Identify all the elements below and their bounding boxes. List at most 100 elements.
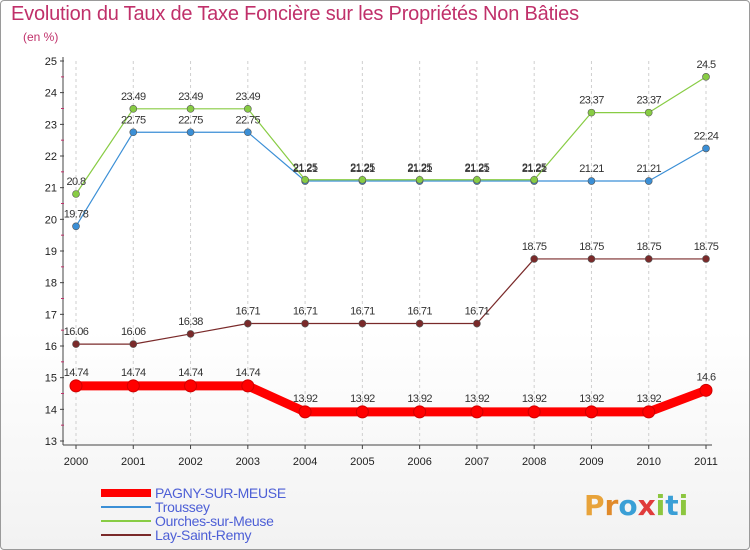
data-label: 23.49 — [236, 91, 261, 103]
data-label: 22.24 — [694, 130, 719, 142]
data-label: 22.75 — [236, 114, 261, 126]
grid-lines — [75, 61, 707, 447]
x-tick-label: 2002 — [178, 456, 202, 468]
data-label: 18.75 — [522, 241, 547, 253]
logo-letter: t — [665, 489, 679, 522]
y-tick-label: 15 — [45, 373, 57, 385]
data-point — [587, 177, 596, 185]
data-point — [301, 175, 309, 184]
x-tick-label: 2001 — [121, 456, 145, 468]
data-label: 21.21 — [465, 163, 490, 175]
y-axis-ticks: 13 14 15 16 17 18 19 20 21 22 23 24 25 — [45, 56, 64, 448]
data-label: 13.92 — [522, 393, 547, 405]
data-label: 18.75 — [694, 241, 719, 253]
data-point — [186, 330, 195, 338]
y-tick-label: 18 — [45, 278, 57, 290]
data-label: 13.92 — [350, 393, 375, 405]
y-tick-label: 23 — [45, 119, 57, 131]
logo-letter: x — [637, 489, 656, 522]
data-point — [702, 255, 710, 263]
x-tick-label: 2011 — [694, 456, 718, 468]
data-label: 22.75 — [178, 114, 203, 126]
data-point — [644, 177, 653, 185]
data-point — [355, 405, 369, 419]
data-point — [584, 405, 598, 419]
data-label: 21.25 — [350, 162, 375, 174]
data-point — [699, 383, 713, 397]
legend-label: Lay-Saint-Remy — [155, 527, 251, 543]
data-label: 20.8 — [66, 176, 85, 188]
data-point — [527, 405, 541, 419]
data-point — [72, 222, 80, 231]
y-tick-label: 25 — [45, 56, 57, 68]
data-point — [415, 319, 424, 328]
data-point — [244, 128, 252, 137]
chart-subtitle: (en %) — [23, 30, 59, 44]
y-tick-label: 13 — [45, 436, 57, 448]
y-tick-label: 17 — [45, 309, 57, 321]
x-tick-label: 2005 — [350, 456, 374, 468]
legend-label: Ourches-sur-Meuse — [155, 513, 274, 529]
y-tick-label: 24 — [45, 88, 57, 100]
data-point — [702, 144, 710, 153]
x-tick-label: 2008 — [522, 456, 546, 468]
logo-letter: P — [584, 489, 605, 522]
data-label: 16.71 — [293, 306, 318, 318]
data-point — [473, 175, 481, 184]
data-label: 13.92 — [636, 393, 661, 405]
data-point — [473, 319, 481, 328]
chart-title: Evolution du Taux de Taxe Foncière sur l… — [11, 3, 579, 25]
data-point — [186, 128, 195, 137]
y-tick-label: 19 — [45, 246, 57, 258]
data-point — [470, 405, 484, 419]
data-point — [702, 73, 710, 81]
data-point — [184, 379, 198, 393]
data-label: 14.74 — [236, 367, 261, 379]
data-point — [129, 340, 138, 348]
data-label: 21.21 — [636, 163, 661, 175]
data-label: 13.92 — [579, 393, 604, 405]
series-line-pagny-sur-meuse — [71, 381, 711, 417]
data-point — [358, 175, 367, 184]
data-label: 21.21 — [579, 163, 604, 175]
logo-letter: i — [678, 489, 689, 522]
data-point — [298, 405, 312, 419]
data-point — [186, 105, 195, 113]
logo-letter: r — [604, 489, 619, 522]
x-tick-label: 2007 — [465, 456, 489, 468]
series-line-troussey — [75, 131, 707, 227]
data-label: 16.71 — [465, 306, 490, 318]
data-label: 21.25 — [407, 162, 432, 174]
data-label: 14.6 — [696, 371, 715, 383]
data-point — [126, 379, 140, 393]
y-tick-label: 21 — [45, 183, 57, 195]
data-point — [587, 108, 596, 117]
data-point — [244, 319, 252, 328]
series-line-lay-saint-remy — [75, 258, 707, 345]
data-label: 23.49 — [121, 91, 146, 103]
data-point — [241, 379, 255, 393]
x-tick-label: 2009 — [579, 456, 603, 468]
data-point — [244, 105, 252, 113]
data-label: 16.06 — [121, 326, 146, 338]
data-label: 16.38 — [178, 316, 203, 328]
data-label: 19.78 — [64, 208, 89, 220]
data-label: 13.92 — [465, 393, 490, 405]
series-group — [69, 73, 713, 419]
x-tick-label: 2004 — [293, 456, 317, 468]
data-label: 16.71 — [236, 306, 261, 318]
data-label: 14.74 — [178, 367, 203, 379]
data-label: 21.21 — [293, 163, 318, 175]
data-label: 18.75 — [579, 241, 604, 253]
y-tick-label: 20 — [45, 214, 57, 226]
data-point — [129, 128, 138, 137]
data-point — [72, 190, 80, 198]
x-axis-ticks: 2000 2001 2002 2003 2004 2005 2006 2007 2008 2009… — [64, 445, 718, 468]
data-point — [358, 319, 367, 328]
data-label: 13.92 — [407, 393, 432, 405]
x-tick-label: 2000 — [64, 456, 88, 468]
data-label: 14.74 — [64, 367, 89, 379]
data-label: 13.92 — [293, 393, 318, 405]
